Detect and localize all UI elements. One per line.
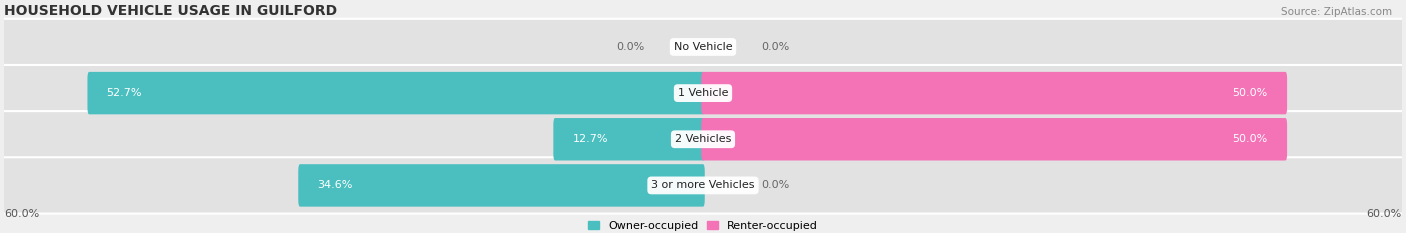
Text: 0.0%: 0.0%: [761, 42, 790, 52]
FancyBboxPatch shape: [0, 157, 1406, 214]
FancyBboxPatch shape: [0, 65, 1406, 121]
Text: 60.0%: 60.0%: [1367, 209, 1402, 219]
Text: 50.0%: 50.0%: [1233, 88, 1268, 98]
FancyBboxPatch shape: [0, 111, 1406, 168]
FancyBboxPatch shape: [0, 19, 1406, 75]
FancyBboxPatch shape: [87, 72, 704, 114]
FancyBboxPatch shape: [702, 72, 1286, 114]
Legend: Owner-occupied, Renter-occupied: Owner-occupied, Renter-occupied: [588, 221, 818, 231]
Text: 0.0%: 0.0%: [616, 42, 645, 52]
Text: 0.0%: 0.0%: [761, 180, 790, 190]
Text: 1 Vehicle: 1 Vehicle: [678, 88, 728, 98]
FancyBboxPatch shape: [702, 118, 1286, 161]
Text: Source: ZipAtlas.com: Source: ZipAtlas.com: [1281, 7, 1392, 17]
Text: 12.7%: 12.7%: [572, 134, 607, 144]
Text: 2 Vehicles: 2 Vehicles: [675, 134, 731, 144]
Text: No Vehicle: No Vehicle: [673, 42, 733, 52]
Text: HOUSEHOLD VEHICLE USAGE IN GUILFORD: HOUSEHOLD VEHICLE USAGE IN GUILFORD: [4, 4, 337, 18]
FancyBboxPatch shape: [298, 164, 704, 207]
Text: 60.0%: 60.0%: [4, 209, 39, 219]
Text: 52.7%: 52.7%: [107, 88, 142, 98]
Text: 50.0%: 50.0%: [1233, 134, 1268, 144]
FancyBboxPatch shape: [554, 118, 704, 161]
Text: 34.6%: 34.6%: [318, 180, 353, 190]
Text: 3 or more Vehicles: 3 or more Vehicles: [651, 180, 755, 190]
